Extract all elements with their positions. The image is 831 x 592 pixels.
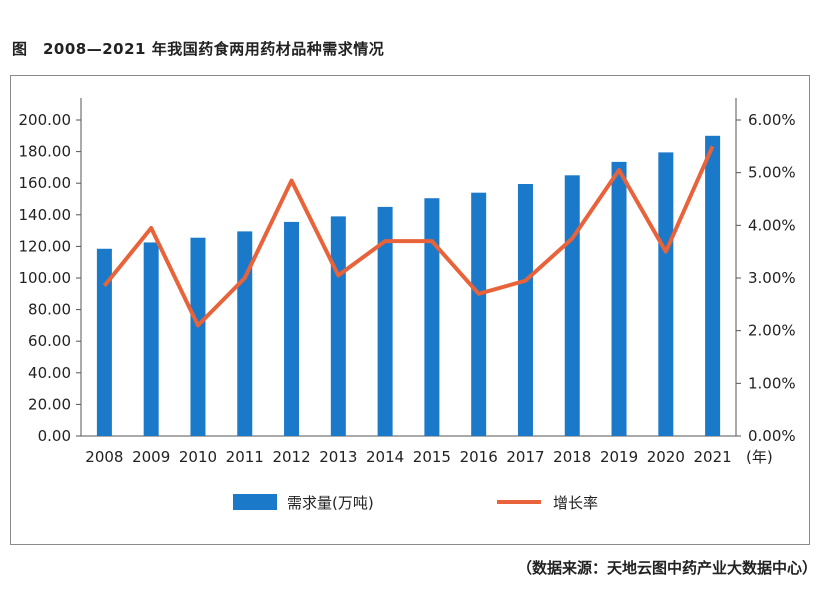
left-tick-label: 180.00: [19, 143, 72, 161]
bar: [377, 206, 393, 436]
left-tick-label: 120.00: [19, 237, 72, 255]
bar: [705, 135, 721, 437]
left-tick-label: 140.00: [19, 206, 72, 224]
legend-bar-label: 需求量(万吨): [287, 494, 374, 512]
x-tick-label: 2009: [132, 448, 170, 466]
growth-line: [102, 145, 715, 328]
chart-plot: 0.00 20.00 40.00 60.00 80.00 100.00 120.00 140.…: [19, 98, 796, 512]
left-tick-label: 100.00: [19, 269, 72, 287]
chart-title: 图 2008—2021 年我国药食两用药材品种需求情况: [12, 40, 385, 58]
left-tick-label: 40.00: [28, 364, 71, 382]
left-tick-label: 60.00: [28, 332, 71, 350]
bar: [237, 231, 253, 436]
right-tick-label: 6.00%: [748, 111, 796, 129]
left-tick-label: 200.00: [19, 111, 72, 129]
x-tick-label: 2016: [460, 448, 498, 466]
x-tick-label: 2014: [366, 448, 404, 466]
x-tick-label: 2017: [506, 448, 544, 466]
x-axis-unit: (年): [746, 448, 773, 466]
x-tick-label: 2011: [226, 448, 264, 466]
bar: [143, 242, 159, 436]
right-tick-label: 0.00%: [748, 427, 796, 445]
x-tick-label: 2018: [553, 448, 591, 466]
left-axis: 0.00 20.00 40.00 60.00 80.00 100.00 120.00 140.…: [19, 98, 736, 445]
left-tick-label: 160.00: [19, 174, 72, 192]
x-tick-label: 2008: [85, 448, 123, 466]
legend: 需求量(万吨) 增长率: [233, 494, 598, 512]
right-tick-label: 3.00%: [748, 269, 796, 287]
bar: [424, 198, 440, 436]
right-tick-label: 4.00%: [748, 216, 796, 234]
x-axis: 2008 2009 2010 2011 2012 2013 2014 2015 2016 2017…: [85, 448, 772, 466]
right-tick-label: 1.00%: [748, 374, 796, 392]
left-tick-label: 0.00: [38, 427, 71, 445]
right-axis: 0.00% 1.00% 2.00% 3.00% 4.00% 5.00% 6.00%: [735, 98, 796, 445]
bar: [517, 183, 533, 436]
growth-line-series: [102, 145, 715, 328]
right-tick-label: 5.00%: [748, 164, 796, 182]
bar: [190, 237, 206, 436]
x-tick-label: 2019: [600, 448, 638, 466]
bar: [611, 161, 627, 436]
x-tick-label: 2020: [647, 448, 685, 466]
bar: [471, 192, 487, 436]
right-tick-label: 2.00%: [748, 322, 796, 340]
bar: [564, 175, 580, 437]
legend-bar-swatch: [233, 494, 277, 510]
left-tick-label: 20.00: [28, 395, 71, 413]
bar: [658, 152, 674, 436]
bar: [330, 216, 346, 436]
legend-line-label: 增长率: [553, 494, 598, 512]
left-tick-label: 80.00: [28, 301, 71, 319]
x-tick-label: 2012: [272, 448, 310, 466]
x-tick-label: 2010: [179, 448, 217, 466]
bar: [96, 248, 112, 436]
source-note: （数据来源：天地云图中药产业大数据中心）: [516, 559, 817, 577]
x-tick-label: 2021: [694, 448, 732, 466]
x-tick-label: 2013: [319, 448, 357, 466]
x-tick-label: 2015: [413, 448, 451, 466]
bar: [284, 221, 300, 436]
chart-frame: 0.00 20.00 40.00 60.00 80.00 100.00 120.00 140.…: [10, 75, 810, 545]
